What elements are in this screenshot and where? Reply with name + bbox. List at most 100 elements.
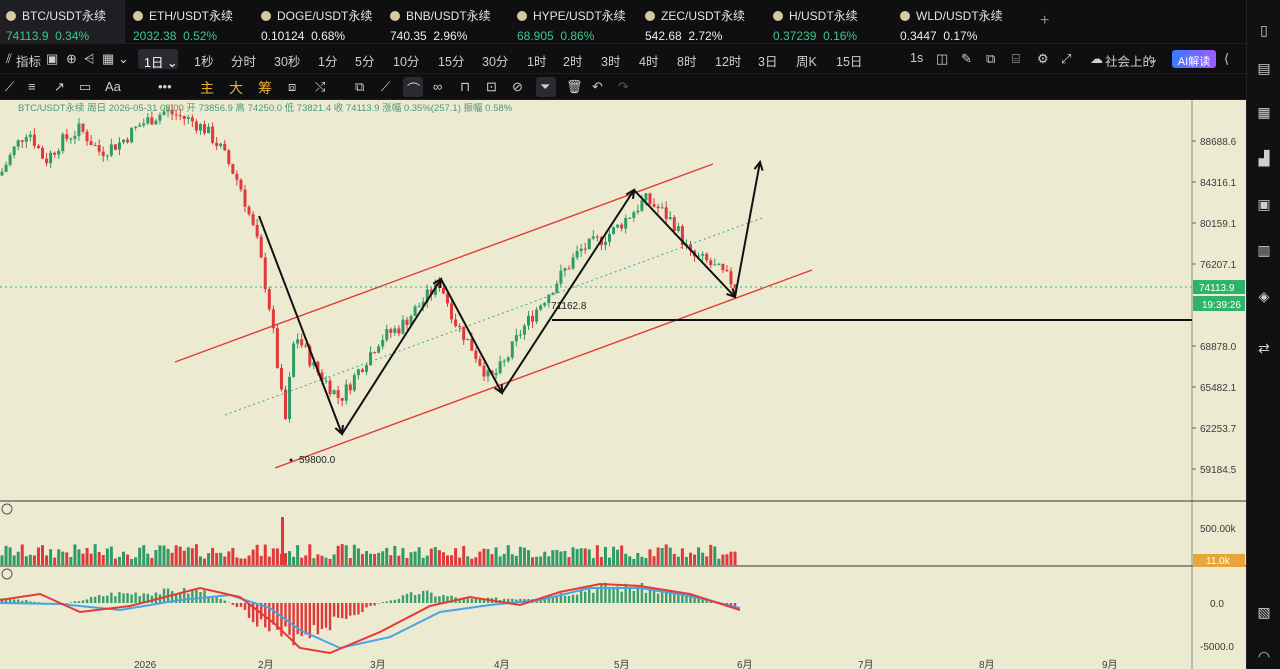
- filter-icon[interactable]: ⏷: [540, 79, 551, 94]
- ticker-3[interactable]: BNB/USDT永续 740.35 2.96%: [390, 0, 515, 44]
- analytics-icon[interactable]: ▟: [1258, 150, 1270, 166]
- grid-icon[interactable]: ▦: [102, 51, 115, 66]
- candle-body: [676, 226, 680, 231]
- compare-icon[interactable]: ⊕: [66, 51, 77, 66]
- menu-icon[interactable]: ≡: [28, 79, 36, 94]
- filter-tool-highlight: [536, 77, 556, 97]
- layout-icon[interactable]: ▧: [1257, 604, 1271, 620]
- community-icon[interactable]: ☁: [1090, 51, 1103, 66]
- swap-icon[interactable]: ⇄: [1258, 340, 1270, 356]
- interval-5[interactable]: 10分: [393, 55, 420, 69]
- interval-11[interactable]: 4时: [639, 55, 659, 69]
- indicator-icon[interactable]: ⫽: [6, 51, 12, 66]
- interval-13[interactable]: 12时: [715, 55, 742, 69]
- settings-icon[interactable]: ⚙: [1037, 51, 1049, 66]
- rectangle-tool-icon[interactable]: ▭: [79, 79, 92, 94]
- indicators-button[interactable]: 指标: [16, 55, 42, 69]
- lock-icon[interactable]: ⊓: [460, 79, 471, 94]
- calendar-icon[interactable]: ▦: [1257, 104, 1271, 120]
- text-tool-icon[interactable]: Aa: [105, 79, 121, 94]
- interval-7[interactable]: 30分: [482, 55, 509, 69]
- interval-8[interactable]: 1时: [527, 55, 547, 69]
- layout-icon[interactable]: ⩤: [84, 51, 95, 66]
- volume-bar: [405, 557, 409, 565]
- price-chart[interactable]: 88688.6 84316.1 80159.1 76207.1 68878.0 65482…: [0, 100, 1246, 669]
- interval-6[interactable]: 15分: [438, 55, 465, 69]
- interval-16[interactable]: 15日: [836, 55, 863, 69]
- monitor-icon[interactable]: ▣: [1257, 196, 1271, 212]
- pencil-icon[interactable]: ✎: [961, 51, 972, 66]
- redo-icon[interactable]: ↷: [618, 79, 629, 94]
- ticker-6[interactable]: H/USDT永续 0.37239 0.16%: [773, 0, 898, 44]
- pattern-arrow-segment: [341, 278, 442, 435]
- chips-button[interactable]: 筹: [258, 80, 272, 96]
- interval-14[interactable]: 3日: [758, 55, 778, 69]
- link-icon[interactable]: ∞: [433, 79, 443, 94]
- ai-button[interactable]: AI解读: [1172, 50, 1216, 68]
- volume-bar: [624, 553, 628, 565]
- interval-4[interactable]: 5分: [355, 55, 375, 69]
- macd-bar: [401, 595, 405, 603]
- ruler-icon[interactable]: ⟋: [381, 79, 391, 94]
- collapse-icon[interactable]: [1, 503, 13, 515]
- candle-body: [81, 123, 85, 132]
- interval-0[interactable]: 1秒: [194, 55, 214, 69]
- cursor-icon[interactable]: ⤭: [315, 79, 326, 94]
- collapse-icon[interactable]: [1, 568, 13, 580]
- macd-bar: [733, 603, 737, 609]
- chevron-down-icon[interactable]: ⌄: [118, 51, 129, 66]
- ticker-5[interactable]: ZEC/USDT永续 542.68 2.72%: [645, 0, 770, 44]
- main-button[interactable]: 主: [200, 80, 214, 96]
- shield-icon[interactable]: ◈: [1258, 288, 1270, 304]
- arrow-tool-icon[interactable]: ↗: [54, 79, 65, 94]
- undo-icon[interactable]: ↶: [592, 79, 603, 94]
- interval-3[interactable]: 1分: [318, 55, 338, 69]
- interval-15[interactable]: 周K: [796, 55, 817, 69]
- volume-bar: [373, 554, 377, 565]
- ticker-4[interactable]: HYPE/USDT永续 68.905 0.86%: [517, 0, 642, 44]
- candle-body: [332, 390, 336, 395]
- ticker-1[interactable]: ETH/USDT永续 2032.38 0.52%: [133, 0, 258, 44]
- interval-10[interactable]: 3时: [601, 55, 621, 69]
- ticker-symbol: BTC/USDT永续: [22, 9, 107, 23]
- candle-body: [446, 293, 449, 304]
- macd-bar: [559, 593, 563, 603]
- candle-body: [53, 152, 57, 155]
- candle-body: [624, 218, 628, 229]
- interval-1[interactable]: 分时: [231, 55, 257, 69]
- candle-body: [101, 151, 105, 156]
- camera-icon[interactable]: ◫: [936, 51, 949, 66]
- line-tool-icon[interactable]: ⟋: [5, 79, 15, 94]
- trash-icon[interactable]: 🗑: [566, 79, 583, 94]
- fullscreen-icon[interactable]: ⤢: [1061, 51, 1072, 66]
- calendar-icon[interactable]: ▣: [46, 51, 59, 66]
- community-dropdown[interactable]: 社会上的: [1105, 55, 1156, 69]
- chart-style-icon[interactable]: ⌸: [1012, 51, 1020, 66]
- ticker-2[interactable]: DOGE/USDT永续 0.10124 0.68%: [261, 0, 386, 44]
- favorites-icon[interactable]: ▯: [1260, 22, 1268, 38]
- magnet-icon[interactable]: ⌒: [407, 82, 421, 97]
- share-icon[interactable]: ⟨: [1224, 51, 1230, 66]
- support-icon[interactable]: ◠: [1257, 648, 1271, 664]
- template-icon[interactable]: ⧈: [288, 79, 297, 94]
- add-ticker-button[interactable]: +: [1040, 12, 1050, 29]
- more-icon[interactable]: •••: [158, 79, 172, 94]
- interval-12[interactable]: 8时: [677, 55, 697, 69]
- macd-bar: [260, 603, 263, 620]
- speed-button[interactable]: 1s: [910, 51, 924, 65]
- ticker-0[interactable]: BTC/USDT永续 74113.9 0.34%: [0, 0, 125, 44]
- volume-bar: [85, 547, 89, 565]
- interval-select[interactable]: 1日 ⌄: [138, 49, 178, 70]
- interval-9[interactable]: 2时: [563, 55, 583, 69]
- document-icon[interactable]: ▤: [1257, 60, 1271, 76]
- orderbook-icon[interactable]: ▥: [1257, 242, 1271, 258]
- visibility-icon[interactable]: ⊘: [512, 79, 523, 94]
- ticker-7[interactable]: WLD/USDT永续 0.3447 0.17%: [900, 0, 1025, 44]
- interval-2[interactable]: 30秒: [274, 55, 301, 69]
- chevron-down-icon[interactable]: ⌄: [1148, 51, 1159, 66]
- candle-body: [441, 287, 445, 294]
- copy-icon[interactable]: ⧉: [355, 79, 365, 94]
- edit-icon[interactable]: ⊡: [486, 79, 497, 94]
- popout-icon[interactable]: ⧉: [986, 51, 996, 66]
- big-button[interactable]: 大: [229, 80, 243, 96]
